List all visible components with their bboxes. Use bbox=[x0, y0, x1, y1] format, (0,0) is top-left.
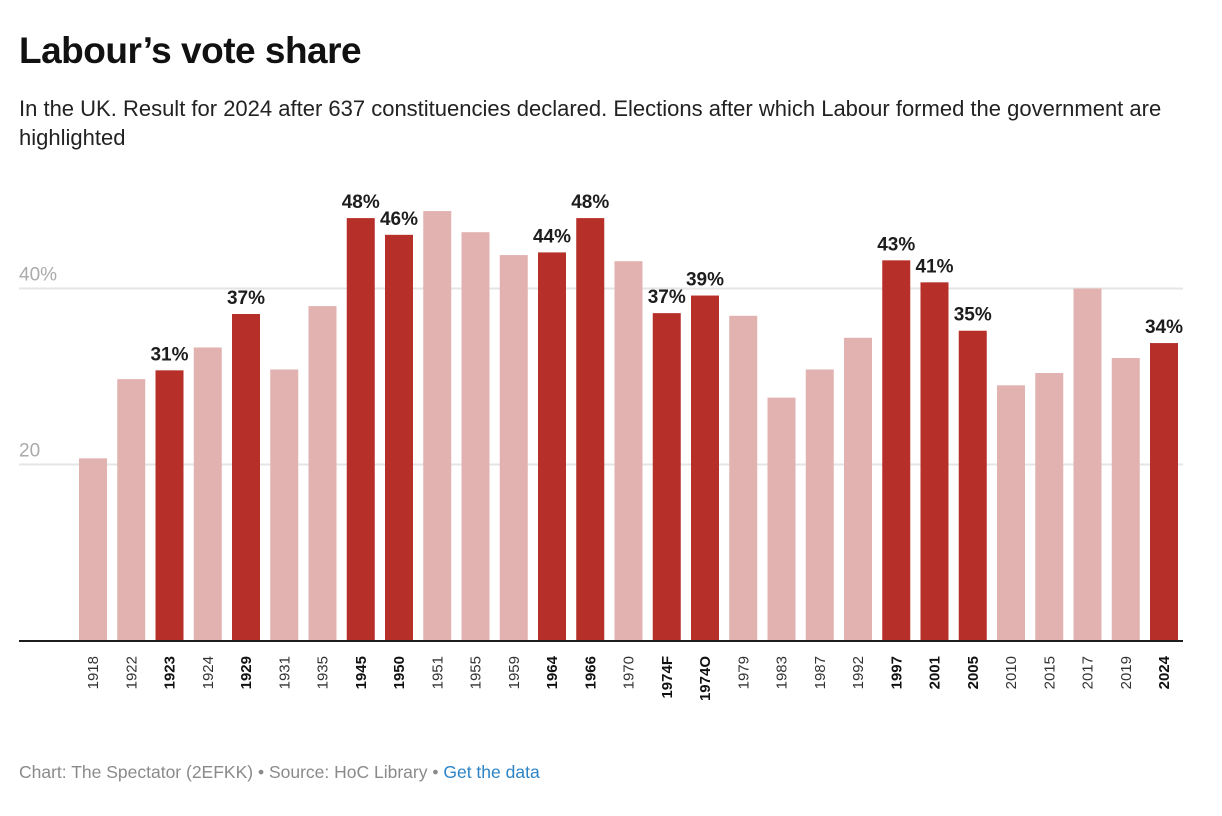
bar-1923 bbox=[155, 370, 184, 641]
bar-1945 bbox=[346, 218, 375, 641]
bar-2019 bbox=[1111, 358, 1140, 641]
chart-credit: Chart: The Spectator (2EFKK) bbox=[19, 762, 254, 782]
data-label-1974O: 39% bbox=[686, 270, 724, 291]
data-label-1923: 31% bbox=[150, 344, 188, 365]
x-tick-label: 1950 bbox=[391, 656, 408, 689]
x-tick-label: 2024 bbox=[1156, 655, 1173, 689]
footer-separator: • bbox=[253, 762, 269, 782]
data-label-1966: 48% bbox=[571, 192, 609, 213]
data-label-1945: 48% bbox=[342, 192, 380, 213]
get-the-data-link[interactable]: Get the data bbox=[443, 762, 540, 782]
bar-1959 bbox=[499, 255, 528, 641]
bar-1997 bbox=[882, 260, 911, 641]
bar-1922 bbox=[117, 379, 146, 641]
x-tick-label: 1922 bbox=[123, 656, 140, 689]
x-tick-label: 2010 bbox=[1003, 656, 1020, 689]
footer-separator: • bbox=[427, 762, 444, 782]
bar-1950 bbox=[385, 234, 413, 641]
bar-1992 bbox=[844, 337, 872, 641]
bar-1929 bbox=[232, 314, 260, 641]
bar-1979 bbox=[729, 315, 758, 641]
bar-1951 bbox=[423, 211, 452, 641]
x-tick-label: 1923 bbox=[162, 656, 179, 689]
x-tick-label: 2005 bbox=[965, 656, 982, 689]
bar-2001 bbox=[920, 282, 949, 641]
bars bbox=[79, 211, 1178, 641]
bar-1924 bbox=[193, 347, 222, 641]
bar-2024 bbox=[1150, 343, 1178, 641]
x-tick-label: 1918 bbox=[85, 656, 102, 689]
data-label-1997: 43% bbox=[877, 234, 915, 255]
data-label-2005: 35% bbox=[954, 305, 992, 326]
x-tick-label: 1955 bbox=[468, 656, 485, 689]
bar-2015 bbox=[1035, 372, 1064, 641]
bar-1931 bbox=[270, 369, 299, 641]
x-tick-label: 1970 bbox=[621, 656, 638, 689]
bar-2005 bbox=[958, 330, 987, 641]
y-tick-label: 40% bbox=[19, 265, 57, 286]
bar-1974F bbox=[652, 313, 681, 641]
y-tick-label: 20 bbox=[19, 441, 40, 462]
x-tick-label: 1983 bbox=[774, 656, 791, 689]
bar-1970 bbox=[614, 261, 643, 641]
bar-1987 bbox=[805, 369, 834, 641]
data-label-2024: 34% bbox=[1145, 317, 1183, 338]
x-tick-label: 1992 bbox=[850, 656, 867, 689]
x-tick-label: 1959 bbox=[506, 656, 523, 689]
x-tick-label: 1924 bbox=[200, 656, 217, 689]
data-label-2001: 41% bbox=[915, 256, 953, 277]
x-axis-ticks: 1918 1922 1923 1924 1929 1931 1935 1945 1950 1951… bbox=[85, 655, 1173, 701]
x-tick-label: 1974F bbox=[659, 656, 676, 699]
chart-footer: Chart: The Spectator (2EFKK) • Source: H… bbox=[19, 762, 540, 783]
chart-title: Labour’s vote share bbox=[19, 30, 362, 71]
x-tick-label: 1974O bbox=[697, 656, 714, 701]
bar-1983 bbox=[767, 397, 796, 641]
x-tick-label: 2001 bbox=[927, 656, 944, 689]
bar-2010 bbox=[997, 385, 1025, 641]
x-tick-label: 1997 bbox=[888, 656, 905, 689]
x-tick-label: 1951 bbox=[429, 656, 446, 689]
bar-1966 bbox=[576, 218, 605, 641]
x-tick-label: 1966 bbox=[582, 656, 599, 689]
chart-subtitle: In the UK. Result for 2024 after 637 con… bbox=[19, 96, 1162, 150]
x-tick-label: 2019 bbox=[1118, 656, 1135, 689]
bar-1955 bbox=[461, 232, 490, 641]
x-tick-label: 1979 bbox=[735, 656, 752, 689]
x-tick-label: 1964 bbox=[544, 655, 561, 689]
bar-1935 bbox=[308, 306, 337, 641]
bar-1918 bbox=[79, 458, 107, 641]
data-label-1950: 46% bbox=[380, 209, 418, 230]
source-text: Source: HoC Library bbox=[268, 762, 428, 782]
x-tick-label: 1945 bbox=[353, 656, 370, 689]
x-tick-label: 2017 bbox=[1080, 656, 1097, 689]
bar-1964 bbox=[538, 252, 566, 641]
x-tick-label: 1929 bbox=[238, 656, 255, 689]
bar-1974O bbox=[691, 295, 719, 641]
x-tick-label: 2015 bbox=[1041, 656, 1058, 689]
x-tick-label: 1931 bbox=[276, 656, 293, 689]
x-tick-label: 1935 bbox=[315, 656, 332, 689]
data-label-1974F: 37% bbox=[648, 287, 686, 308]
data-label-1929: 37% bbox=[227, 288, 265, 309]
data-label-1964: 44% bbox=[533, 226, 571, 247]
x-tick-label: 1987 bbox=[812, 656, 829, 689]
bar-2017 bbox=[1073, 288, 1102, 641]
data-labels: 31%37%48%46%44%48%37%39%43%41%35%34% bbox=[150, 192, 1183, 365]
